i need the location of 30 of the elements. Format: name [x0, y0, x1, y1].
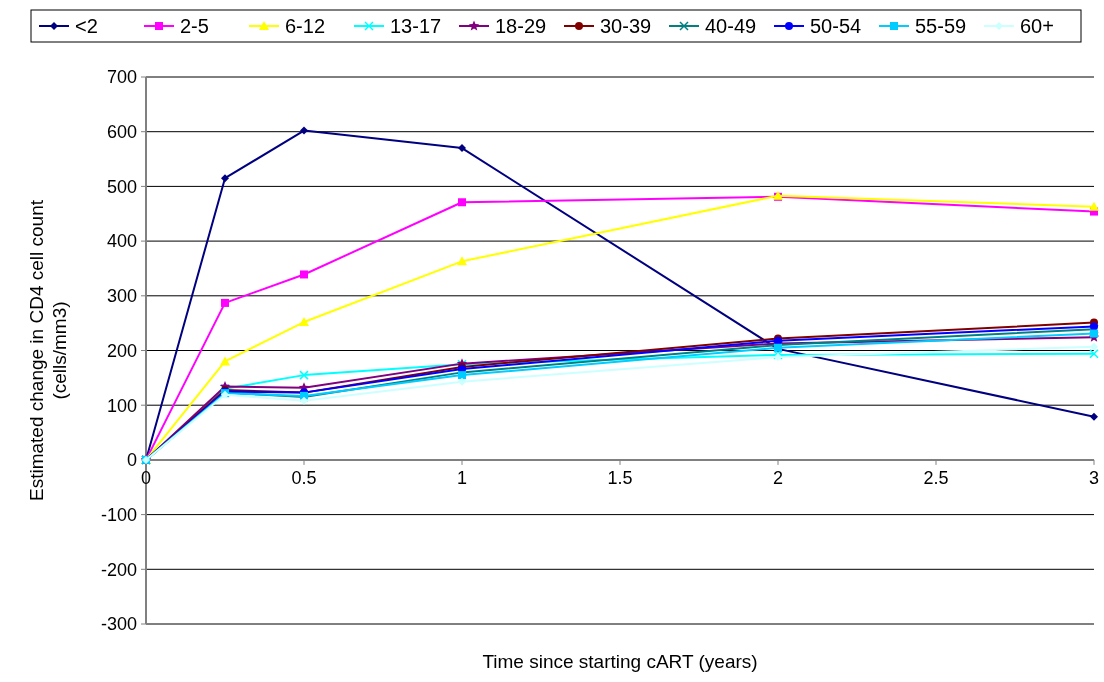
x-tick-label: 2	[772, 467, 784, 488]
y-axis-title: Estimated change in CD4 cell count (cells/mm3)	[26, 199, 70, 501]
y-tick-label: 100	[106, 395, 137, 416]
y-tick-label: -300	[100, 614, 137, 635]
y-tick-label: -200	[100, 559, 137, 580]
legend-label: 2-5	[180, 15, 209, 37]
y-tick-label: 500	[106, 176, 137, 197]
legend-label: 50-54	[810, 15, 862, 37]
x-tick-label: 3	[1088, 467, 1100, 488]
legend-label: <2	[75, 15, 98, 37]
y-tick-label: 300	[106, 286, 137, 307]
legend-label: 60+	[1020, 15, 1054, 37]
legend-label: 55-59	[915, 15, 967, 37]
y-tick-label: 700	[106, 67, 137, 88]
legend-label: 40-49	[705, 15, 757, 37]
x-tick-label: 0	[140, 467, 152, 488]
legend-label: 30-39	[600, 15, 652, 37]
y-tick-label: -100	[100, 504, 137, 525]
y-tick-label: 400	[106, 231, 137, 252]
y-tick-label: 600	[106, 122, 137, 142]
x-tick-label: 1	[456, 467, 468, 488]
x-tick-label: 2.5	[923, 467, 949, 488]
x-tick-label: 0.5	[291, 467, 317, 488]
x-axis-title: Time since starting cART (years)	[482, 651, 758, 672]
legend-label: 6-12	[285, 15, 326, 37]
legend-label: 13-17	[390, 15, 442, 37]
y-tick-label: 0	[126, 450, 137, 471]
y-tick-label: 200	[106, 340, 137, 361]
legend-label: 18-29	[495, 15, 547, 37]
x-tick-label: 1.5	[607, 467, 633, 488]
